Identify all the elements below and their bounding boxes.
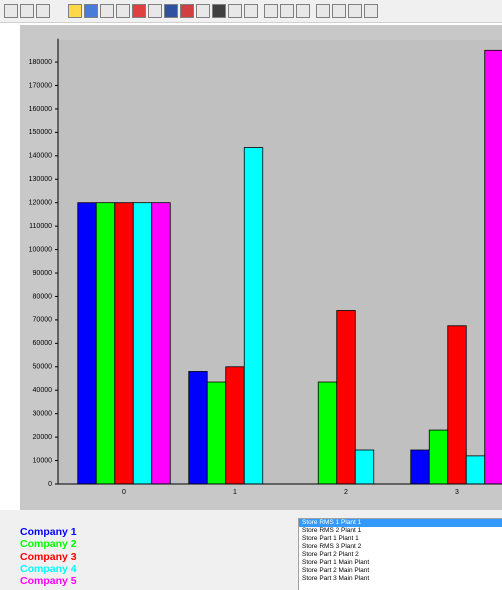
bar xyxy=(336,310,356,485)
list-item[interactable]: Store RMS 2 Plant 1 xyxy=(302,527,362,534)
y-tick-label: 180000 xyxy=(29,59,52,66)
legend-entry: Company 1 xyxy=(20,526,77,538)
y-tick-label: 150000 xyxy=(29,129,52,136)
bar xyxy=(132,202,153,485)
bar xyxy=(447,325,467,485)
bar xyxy=(428,429,449,485)
toolbar-button[interactable] xyxy=(36,4,50,18)
list-item[interactable]: Store Part 2 Main Plant xyxy=(302,567,370,574)
y-tick-label: 140000 xyxy=(29,153,52,160)
x-tick-label: 0 xyxy=(122,489,126,496)
bar xyxy=(410,449,430,485)
toolbar-button[interactable] xyxy=(68,4,82,18)
list-item[interactable]: Store Part 2 Plant 2 xyxy=(302,551,359,558)
toolbar-button[interactable] xyxy=(264,4,278,18)
toolbar-button[interactable] xyxy=(164,4,178,18)
y-tick-label: 160000 xyxy=(29,106,52,113)
y-tick-label: 40000 xyxy=(33,387,53,394)
list-item[interactable]: Store Part 1 Plant 1 xyxy=(302,535,359,542)
bar xyxy=(77,202,97,485)
y-tick-label: 100000 xyxy=(29,246,52,253)
list-item[interactable]: Store Part 3 Main Plant xyxy=(302,575,370,582)
x-tick-label: 2 xyxy=(344,489,348,496)
toolbar-button[interactable] xyxy=(212,4,226,18)
bar xyxy=(206,381,227,485)
toolbar-button[interactable] xyxy=(348,4,362,18)
y-tick-label: 70000 xyxy=(33,317,53,324)
legend-entry: Company 3 xyxy=(20,550,77,563)
toolbar-button[interactable] xyxy=(296,4,310,18)
toolbar-button[interactable] xyxy=(100,4,114,18)
toolbar-button[interactable] xyxy=(280,4,294,18)
bar xyxy=(225,366,245,485)
y-tick-label: 130000 xyxy=(29,176,52,183)
toolbar-button[interactable] xyxy=(20,4,34,18)
bar xyxy=(354,449,375,485)
toolbar-button[interactable] xyxy=(228,4,242,18)
list-item[interactable]: Store RMS 3 Plant 2 xyxy=(302,543,362,550)
bar xyxy=(114,202,134,485)
toolbar-button[interactable] xyxy=(180,4,194,18)
toolbar-button[interactable] xyxy=(148,4,162,18)
bar xyxy=(188,371,208,485)
toolbar-button[interactable] xyxy=(4,4,18,18)
y-tick-label: 30000 xyxy=(33,411,53,418)
bar xyxy=(317,381,338,485)
toolbar-button[interactable] xyxy=(84,4,98,18)
bar xyxy=(243,147,264,485)
y-tick-label: 20000 xyxy=(33,434,53,441)
toolbar-button[interactable] xyxy=(196,4,210,18)
toolbar-button[interactable] xyxy=(116,4,130,18)
toolbar-button[interactable] xyxy=(316,4,330,18)
bar xyxy=(484,49,502,485)
bottom-panel: Company 1 Company 2 Company 3 Company 4 Comp… xyxy=(0,510,502,590)
toolbar-button[interactable] xyxy=(364,4,378,18)
bar xyxy=(151,202,171,485)
toolbar xyxy=(0,0,502,23)
legend-entry: Company 5 xyxy=(20,575,77,588)
y-tick-label: 110000 xyxy=(29,223,52,230)
bar xyxy=(465,455,486,485)
chart: 0 10000 20000 30000 40000 50000 60000 70000 8000… xyxy=(20,25,502,510)
listbox[interactable]: Store RMS 1 Plant 1 Store RMS 2 Plant 1 St… xyxy=(298,518,502,590)
y-tick-label: 10000 xyxy=(33,457,53,464)
x-tick-label: 3 xyxy=(455,489,459,496)
y-tick-label: 80000 xyxy=(33,293,53,300)
y-tick-label: 120000 xyxy=(29,200,52,207)
legend-entry: Company 2 xyxy=(20,538,77,551)
toolbar-button[interactable] xyxy=(332,4,346,18)
y-tick-label: 60000 xyxy=(33,340,53,347)
toolbar-button[interactable] xyxy=(132,4,146,18)
y-tick-label: 50000 xyxy=(33,364,53,371)
list-item[interactable]: Store RMS 1 Plant 1 xyxy=(299,519,502,527)
y-tick-label: 90000 xyxy=(33,270,53,277)
y-tick-label: 170000 xyxy=(29,82,52,89)
x-tick-label: 1 xyxy=(233,489,237,496)
toolbar-button[interactable] xyxy=(244,4,258,18)
y-tick-label: 0 xyxy=(48,481,52,488)
legend-entry: Company 4 xyxy=(20,562,77,575)
bar xyxy=(95,202,116,485)
list-item[interactable]: Store Part 1 Main Plant xyxy=(302,559,370,566)
